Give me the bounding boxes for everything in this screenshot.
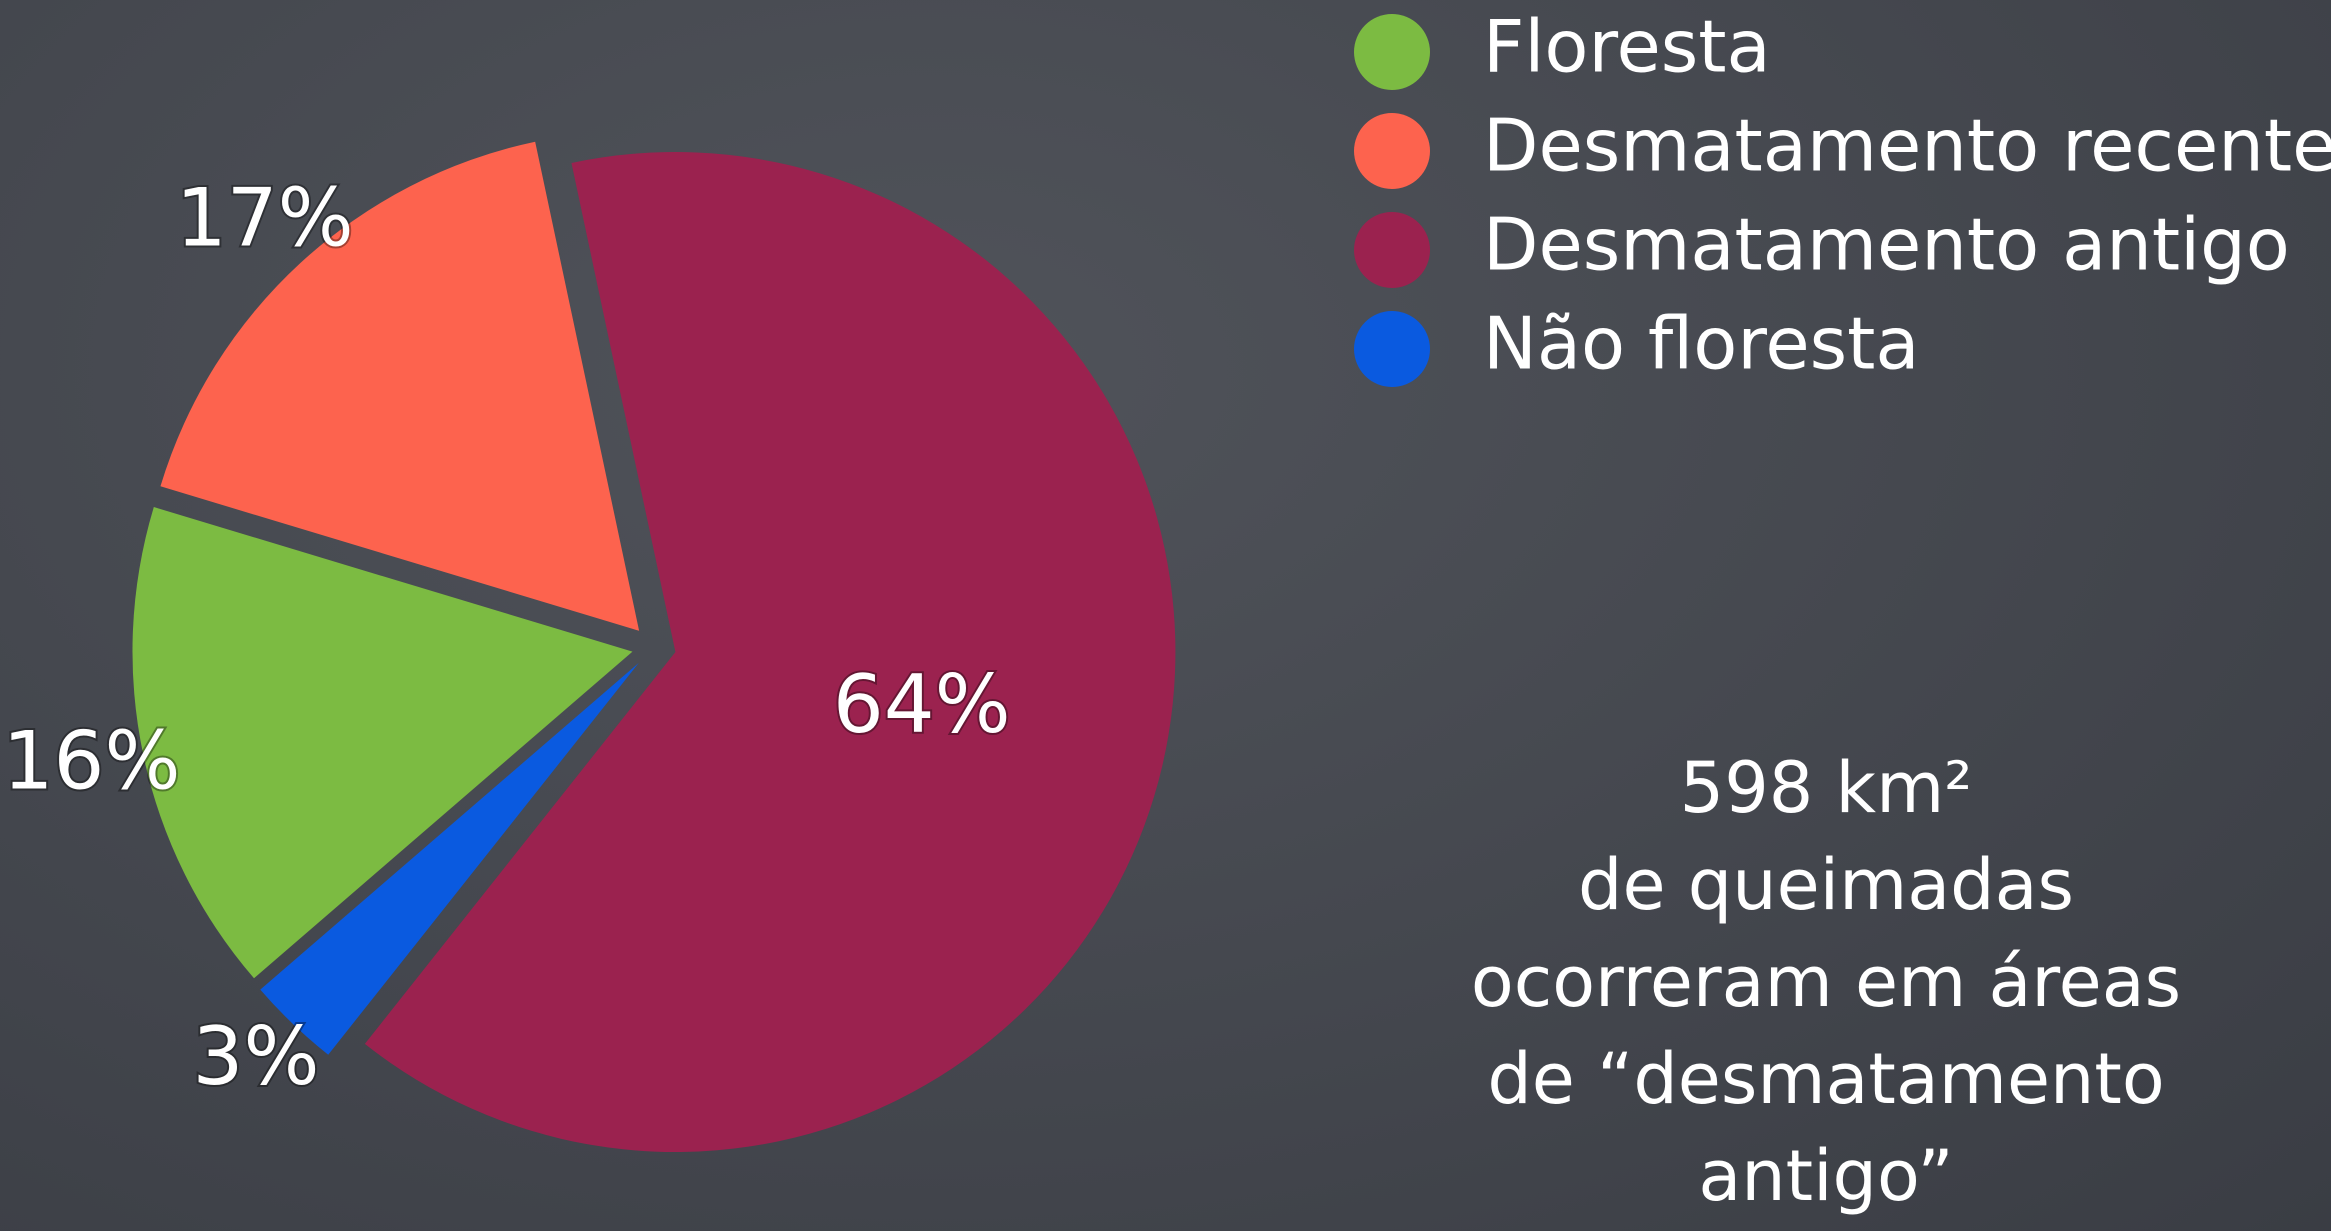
legend-label: Floresta — [1483, 5, 1771, 89]
legend-swatch — [1354, 212, 1430, 288]
legend-label: Não floresta — [1483, 302, 1920, 386]
pie-slice — [364, 152, 1176, 1153]
annotation: de queimadas — [1578, 844, 2074, 926]
data-label: 3% — [193, 1010, 320, 1103]
legend-swatch — [1354, 311, 1430, 387]
legend-label: Desmatamento antigo — [1483, 203, 2290, 287]
annotation: 598 km² — [1680, 747, 1973, 829]
data-label: 16% — [3, 715, 181, 808]
data-label: 17% — [176, 172, 354, 265]
annotation: antigo” — [1698, 1135, 1953, 1217]
data-label: 64% — [833, 658, 1011, 751]
annotation: ocorreram em áreas — [1471, 941, 2181, 1023]
pie-slice — [260, 662, 639, 1055]
pie-slice — [132, 507, 633, 979]
pie-slice — [160, 141, 640, 631]
legend-label: Desmatamento recente — [1483, 104, 2331, 188]
legend-swatch — [1354, 14, 1430, 90]
annotation: de “desmatamento — [1487, 1038, 2164, 1120]
legend-swatch — [1354, 113, 1430, 189]
